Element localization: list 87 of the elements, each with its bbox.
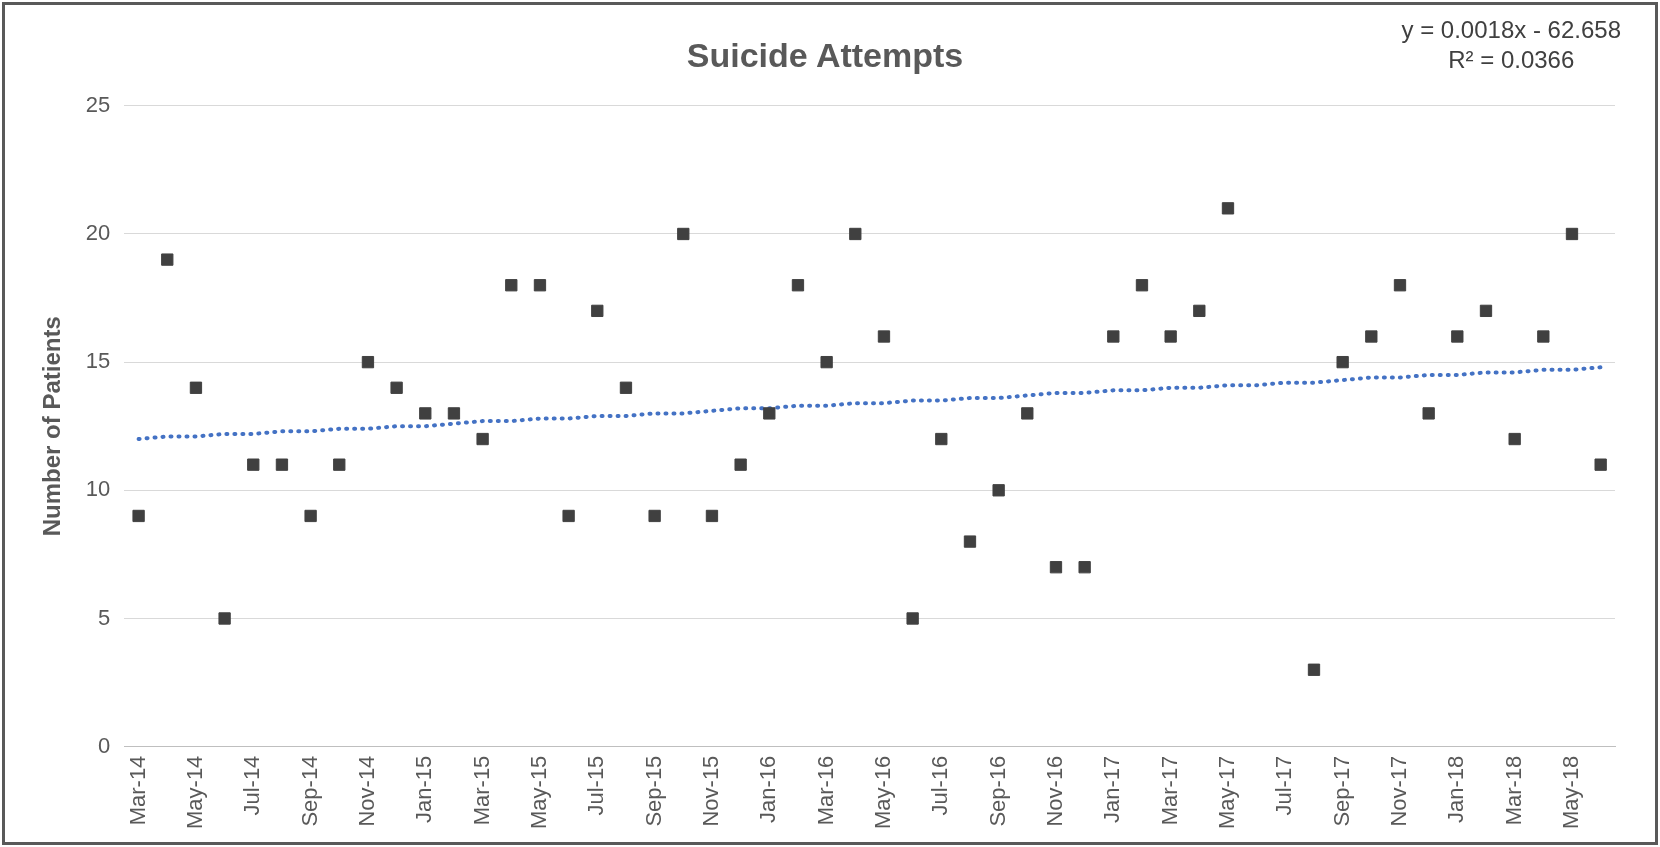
point: [992, 484, 1005, 497]
point: [791, 279, 805, 292]
point: [1479, 304, 1493, 318]
x-tick-label: Nov-15: [698, 755, 724, 827]
point: [648, 509, 661, 523]
point: [304, 509, 317, 523]
point: [333, 458, 346, 471]
point: [476, 432, 489, 446]
point: [1049, 561, 1063, 574]
point: [447, 407, 461, 420]
x-tick-label: Sep-15: [640, 755, 666, 827]
point: [189, 381, 203, 394]
x-tick-label: May-15: [526, 755, 552, 829]
point: [1221, 202, 1235, 215]
y-tick-label: 20: [85, 220, 111, 246]
point: [247, 458, 260, 471]
point: [1078, 561, 1091, 574]
point: [1422, 407, 1435, 420]
point: [619, 381, 633, 394]
point: [1307, 663, 1321, 676]
x-tick-label: Jan-16: [755, 755, 781, 823]
point: [591, 304, 604, 318]
x-tick-label: May-14: [182, 755, 207, 829]
x-tick-label: Jul-14: [239, 755, 265, 816]
x-tick-label: Jul-17: [1271, 755, 1297, 816]
x-tick-label: Sep-17: [1328, 755, 1354, 827]
x-tick-label: Sep-16: [984, 755, 1010, 827]
point: [1594, 458, 1607, 471]
text: R² = 0.0366: [1447, 45, 1576, 75]
point: [877, 330, 891, 343]
x-tick-label: Mar-18: [1500, 755, 1526, 826]
point: [533, 279, 547, 292]
point: [1537, 330, 1550, 343]
point: [1193, 304, 1206, 318]
x-tick-label: May-17: [1214, 755, 1240, 829]
point: [505, 279, 518, 292]
x-tick-label: Sep-14: [296, 755, 322, 827]
point: [1451, 330, 1464, 343]
x-tick-label: May-18: [1558, 755, 1584, 829]
y-tick-label: 15: [85, 348, 111, 374]
y-tick-label: 5: [98, 604, 111, 630]
point: [705, 509, 719, 523]
x-tick-label: Mar-16: [812, 755, 838, 826]
x-tick-label: Mar-15: [468, 755, 494, 826]
point: [935, 432, 948, 446]
point: [218, 612, 231, 625]
point: [275, 458, 289, 471]
x-tick-label: Jan-15: [411, 755, 437, 823]
point: [763, 407, 776, 420]
x-tick-label: Jul-15: [583, 755, 609, 816]
point: [361, 355, 375, 369]
point: [390, 381, 403, 394]
point: [562, 509, 575, 523]
point: [1107, 330, 1120, 343]
x-tick-label: Jan-18: [1443, 755, 1469, 823]
x-tick-label: Nov-14: [354, 755, 380, 827]
y-tick-label: 0: [98, 732, 111, 758]
point: [132, 509, 145, 523]
point: [906, 612, 919, 625]
x-tick-label: Nov-16: [1042, 755, 1068, 827]
x-tick-label: Jan-17: [1099, 755, 1125, 823]
point: [1021, 407, 1034, 420]
point: [1164, 330, 1177, 343]
point: [734, 458, 747, 471]
point: [1508, 432, 1521, 446]
text: y = 0.0018x - 62.658: [1401, 15, 1621, 45]
x-tick-label: Mar-14: [124, 755, 150, 826]
point: [1565, 227, 1579, 241]
point: [849, 227, 862, 241]
point: [677, 227, 690, 241]
point: [963, 535, 977, 548]
point: [820, 355, 833, 369]
point: [1135, 279, 1149, 292]
x-tick-label: Jul-16: [927, 755, 953, 816]
x-tick-label: May-16: [870, 755, 896, 829]
y-axis-title: Number of Patients: [38, 316, 66, 537]
y-tick-label: 10: [85, 476, 111, 502]
point: [1365, 330, 1378, 343]
point: [1393, 279, 1407, 292]
y-tick-label: 25: [85, 91, 111, 117]
point: [1336, 355, 1349, 369]
point: [161, 253, 174, 266]
chart-title: Suicide Attempts: [686, 35, 964, 74]
x-tick-label: Mar-17: [1156, 755, 1182, 826]
x-tick-label: Nov-17: [1386, 755, 1412, 827]
point: [419, 407, 432, 420]
line-series: [136, 365, 1603, 442]
